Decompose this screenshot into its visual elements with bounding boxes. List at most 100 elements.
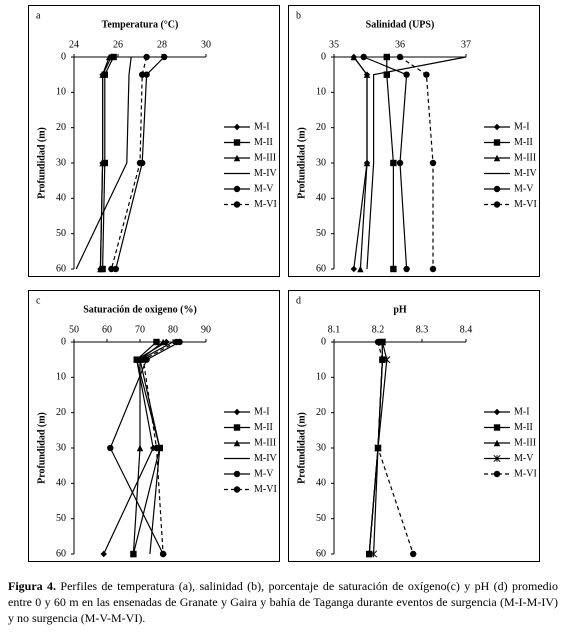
chart-title: pH [393, 304, 407, 315]
series-line [109, 341, 180, 555]
series-line [110, 56, 148, 270]
marker [493, 123, 501, 131]
legend-label: M-II [254, 422, 273, 433]
marker [357, 265, 364, 273]
marker [493, 201, 501, 208]
marker [106, 53, 113, 61]
marker [150, 444, 157, 452]
legend-label: M-IV [514, 168, 538, 179]
marker [108, 265, 115, 273]
x-tick-label: 60 [102, 324, 112, 335]
marker [396, 159, 404, 167]
x-tick-label: 35 [329, 39, 339, 50]
y-tick-label: 30 [56, 157, 66, 168]
y-tick-label: 20 [316, 407, 326, 418]
y-tick-label: 50 [56, 513, 66, 524]
x-tick-label: 24 [69, 39, 79, 50]
marker [493, 470, 501, 478]
y-tick-label: 60 [56, 263, 66, 274]
x-tick-label: 80 [168, 324, 178, 335]
marker [370, 550, 378, 558]
series-line [139, 341, 174, 555]
marker [161, 53, 168, 61]
marker [233, 123, 241, 131]
marker [140, 356, 147, 363]
legend-label: M-I [254, 121, 270, 132]
panel-letter: d [296, 295, 301, 306]
y-axis-label: Profundidad (m) [36, 412, 47, 484]
x-tick-label: 50 [69, 324, 79, 335]
marker [233, 486, 241, 493]
y-axis-label: Profundidad (m) [296, 127, 307, 199]
marker [374, 444, 382, 452]
y-tick-label: 30 [316, 157, 326, 168]
marker [101, 159, 108, 167]
marker [493, 408, 501, 416]
x-tick-label: 37 [461, 39, 471, 50]
series-line [102, 56, 115, 270]
series-line [75, 56, 132, 270]
y-tick-label: 40 [316, 478, 326, 489]
marker [423, 71, 430, 78]
x-tick-label: 70 [135, 324, 145, 335]
marker [233, 408, 241, 416]
marker [493, 154, 501, 162]
marker [350, 265, 357, 273]
panel-letter: a [36, 10, 41, 21]
legend-label: M-VI [514, 468, 537, 479]
caption: Figura 4. Perfiles de temperatura (a), s… [8, 578, 558, 626]
marker [159, 550, 167, 558]
y-axis-label: Profundidad (m) [296, 412, 307, 484]
x-tick-label: 8.2 [372, 324, 385, 335]
marker [133, 356, 140, 363]
y-tick-label: 30 [56, 442, 66, 453]
marker [143, 53, 150, 61]
panel-frame [28, 290, 280, 562]
legend-label: M-III [254, 437, 276, 448]
chart-title: Temperatura (°C) [102, 19, 179, 30]
marker [233, 185, 241, 193]
marker [493, 454, 501, 463]
marker [159, 338, 167, 346]
marker [233, 154, 241, 162]
y-tick-label: 60 [56, 548, 66, 559]
marker [233, 424, 241, 431]
marker [350, 53, 357, 61]
marker [112, 265, 120, 273]
y-tick-label: 20 [316, 122, 326, 133]
marker [100, 550, 107, 558]
y-tick-label: 0 [321, 336, 326, 347]
x-tick-label: 28 [157, 39, 167, 50]
marker [173, 338, 180, 346]
marker [493, 424, 501, 431]
legend-label: M-V [254, 183, 274, 194]
legend-label: M-VI [254, 484, 277, 495]
chart-title: Salinidad (UPS) [366, 19, 435, 30]
caption-text: Perfiles de temperatura (a), salinidad (… [8, 579, 558, 625]
x-tick-label: 26 [113, 39, 123, 50]
caption-label: Figura 4. [8, 579, 57, 593]
y-tick-label: 50 [316, 513, 326, 524]
y-tick-label: 0 [61, 51, 66, 62]
legend-label: M-IV [254, 168, 278, 179]
legend-label: M-V [514, 453, 534, 464]
y-tick-label: 10 [316, 372, 326, 383]
y-tick-label: 10 [56, 87, 66, 98]
marker [143, 71, 150, 78]
y-tick-label: 50 [56, 228, 66, 239]
legend-label: M-II [514, 137, 533, 148]
y-tick-label: 60 [316, 263, 326, 274]
y-tick-label: 0 [61, 336, 66, 347]
marker [233, 201, 241, 208]
marker [390, 265, 397, 273]
panel-frame [288, 290, 540, 562]
marker [99, 265, 106, 273]
panel-frame [28, 5, 280, 277]
marker [396, 53, 404, 61]
y-tick-label: 60 [316, 548, 326, 559]
series-line [373, 341, 388, 555]
marker [153, 444, 160, 452]
y-tick-label: 0 [321, 51, 326, 62]
marker [390, 159, 397, 167]
legend-label: M-IV [254, 453, 278, 464]
